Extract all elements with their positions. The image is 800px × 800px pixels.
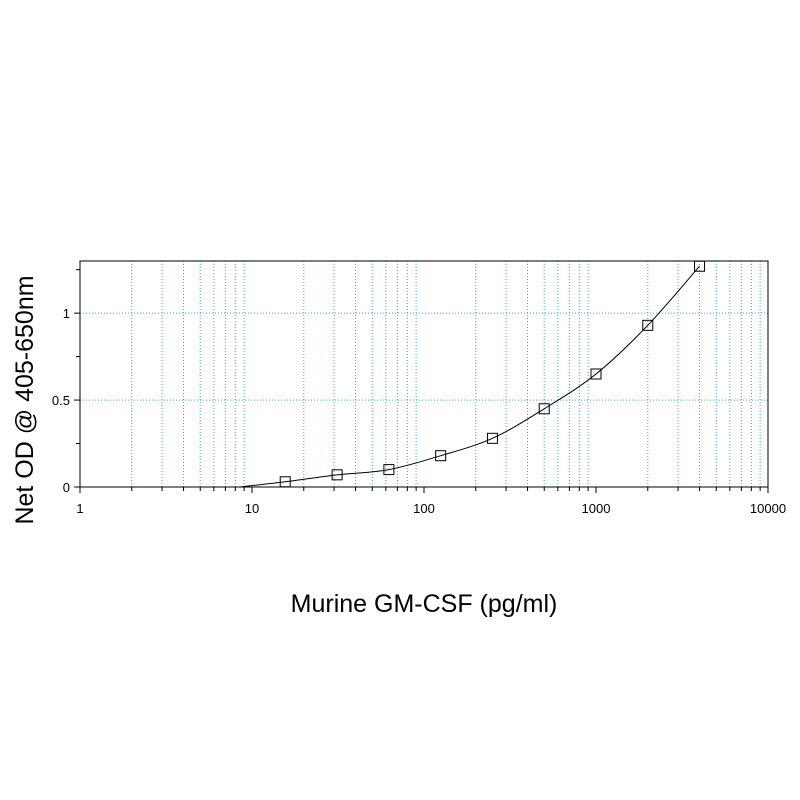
data-point: [486, 432, 498, 444]
fit-curve: [239, 265, 700, 488]
y-axis-title: Net OD @ 405-650nm: [11, 275, 39, 524]
data-point: [590, 368, 602, 380]
x-tick-label: 10: [245, 501, 259, 516]
data-point: [279, 476, 291, 488]
data-point: [331, 469, 343, 481]
x-tick-label: 100: [413, 501, 435, 516]
data-point: [642, 319, 654, 331]
y-tick-label: 0: [63, 480, 70, 495]
axis-ticks: [74, 269, 769, 493]
y-tick-labels: 00.51: [52, 306, 70, 495]
y-tick-label: 0.5: [52, 393, 70, 408]
data-point: [383, 464, 395, 476]
x-axis-title: Murine GM-CSF (pg/ml): [291, 590, 558, 618]
x-tick-label: 10000: [750, 501, 786, 516]
x-tick-label: 1: [76, 501, 83, 516]
data-points: [279, 260, 706, 488]
x-tick-labels: 1 10 100 1000 10000: [76, 501, 786, 516]
data-point: [538, 403, 550, 415]
grid: [80, 261, 768, 487]
data-point: [435, 450, 447, 462]
y-tick-label: 1: [63, 306, 70, 321]
data-point: [694, 260, 706, 272]
x-tick-label: 1000: [582, 501, 611, 516]
